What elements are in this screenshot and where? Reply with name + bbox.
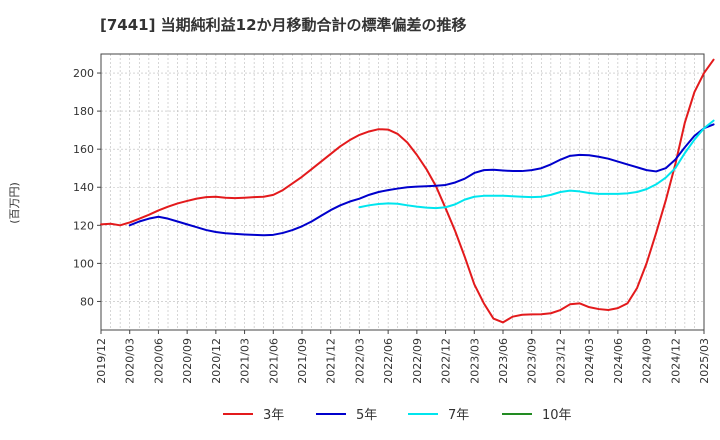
x-tick-label: 2020/12 bbox=[210, 338, 223, 384]
y-axis-label: (百万円) bbox=[8, 182, 21, 224]
plot-frame bbox=[100, 53, 705, 331]
legend-label-1: 5年 bbox=[356, 408, 377, 423]
y-tick-label: 200 bbox=[73, 67, 94, 80]
x-tick-label: 2020/03 bbox=[124, 338, 137, 384]
y-tick-label: 180 bbox=[73, 105, 94, 118]
series-line-0 bbox=[100, 58, 715, 324]
y-tick-label: 100 bbox=[73, 257, 94, 270]
x-tick-label: 2019/12 bbox=[95, 338, 108, 384]
y-tick-label: 160 bbox=[73, 143, 94, 156]
x-tick-label: 2025/03 bbox=[698, 338, 711, 384]
x-tick-labels: 2019/12 2020/03 2020/06 2020/09 2020/12 2021/… bbox=[95, 330, 711, 384]
y-tick-label: 140 bbox=[73, 181, 94, 194]
x-tick-label: 2022/03 bbox=[353, 338, 366, 384]
y-tick-label: 80 bbox=[80, 295, 94, 308]
legend: 3年 5年 7年 10年 bbox=[223, 408, 572, 423]
x-tick-label: 2021/09 bbox=[296, 338, 309, 384]
legend-label-2: 7年 bbox=[448, 408, 469, 423]
series-layer bbox=[100, 58, 715, 324]
x-tick-label: 2023/09 bbox=[526, 338, 539, 384]
grid bbox=[101, 54, 704, 330]
x-tick-label: 2022/12 bbox=[440, 338, 453, 384]
x-tick-label: 2021/06 bbox=[267, 338, 280, 384]
plot-area bbox=[100, 53, 705, 331]
legend-label-3: 10年 bbox=[542, 408, 572, 423]
x-tick-label: 2022/06 bbox=[382, 338, 395, 384]
y-tick-labels: 80 100 120 140 160 180 200 bbox=[73, 67, 101, 308]
x-tick-label: 2020/06 bbox=[152, 338, 165, 384]
x-tick-label: 2020/09 bbox=[181, 338, 194, 384]
x-tick-label: 2024/06 bbox=[612, 338, 625, 384]
y-tick-label: 120 bbox=[73, 219, 94, 232]
x-tick-label: 2024/12 bbox=[669, 338, 682, 384]
legend-label-0: 3年 bbox=[263, 408, 284, 423]
chart-title: [7441] 当期純利益12か月移動合計の標準偏差の推移 bbox=[100, 16, 467, 34]
x-tick-label: 2022/09 bbox=[411, 338, 424, 384]
series-line-2 bbox=[358, 119, 715, 210]
x-tick-label: 2021/03 bbox=[239, 338, 252, 384]
x-tick-label: 2021/12 bbox=[325, 338, 338, 384]
x-tick-label: 2024/09 bbox=[641, 338, 654, 384]
x-tick-label: 2023/12 bbox=[554, 338, 567, 384]
x-tick-label: 2024/03 bbox=[583, 338, 596, 384]
x-tick-label: 2023/03 bbox=[468, 338, 481, 384]
x-tick-label: 2023/06 bbox=[497, 338, 510, 384]
series-line-1 bbox=[128, 123, 715, 237]
